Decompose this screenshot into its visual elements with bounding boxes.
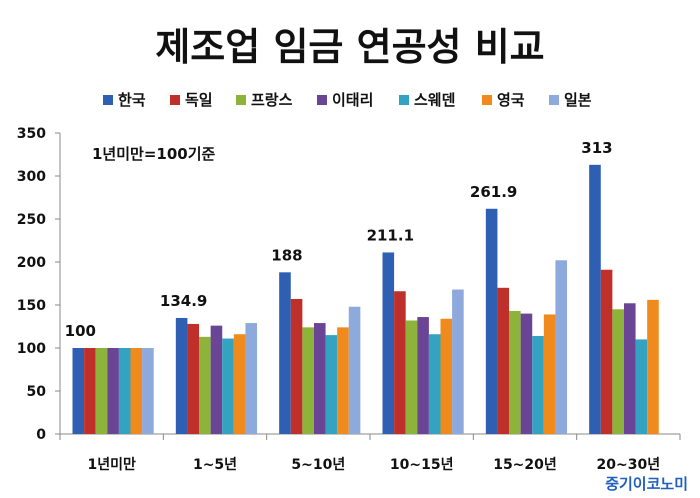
chart-title: 제조업 임금 연공성 비교	[155, 25, 544, 69]
legend-swatch	[549, 95, 559, 105]
bar	[290, 298, 303, 434]
legend-label: 프랑스	[251, 91, 293, 109]
bar	[142, 348, 154, 434]
y-tick-label: 150	[17, 298, 46, 314]
x-tick-label: 1~5년	[193, 457, 237, 473]
bar	[130, 348, 143, 434]
bar	[509, 311, 521, 434]
watermark-logo: 중기이코노미	[605, 475, 688, 493]
bar	[210, 325, 223, 434]
data-label: 313	[581, 139, 612, 157]
bar	[497, 287, 510, 434]
axes: 0 50 100 150 200 250 300 350 1년미만 1~5년 5~10년 10~15년…	[17, 126, 681, 473]
bar	[635, 339, 648, 434]
bar	[84, 348, 96, 434]
y-tick-label: 300	[17, 169, 46, 185]
bar	[222, 338, 234, 434]
bar	[405, 320, 418, 434]
bar	[612, 309, 624, 434]
data-label: 100	[65, 322, 96, 340]
legend-swatch	[170, 95, 180, 105]
legend-swatch	[236, 95, 246, 105]
y-tick-label: 350	[17, 126, 46, 142]
bars	[72, 164, 659, 434]
bar	[485, 208, 498, 434]
bar	[417, 317, 429, 434]
legend-label: 스웨덴	[414, 91, 455, 109]
legend-swatch	[103, 95, 113, 105]
bar	[589, 164, 601, 434]
bar	[107, 348, 119, 434]
y-tick-label: 250	[17, 212, 46, 228]
bar	[199, 336, 211, 434]
legend: 한국 독일 프랑스 이태리 스웨덴 영국 일본	[103, 91, 592, 109]
chart-annotation: 1년미만=100기준	[92, 145, 216, 163]
x-tick-label: 10~15년	[390, 457, 454, 473]
legend-swatch	[399, 95, 409, 105]
bar	[233, 334, 246, 434]
bar	[187, 323, 200, 434]
legend-label: 영국	[497, 91, 525, 109]
bar	[440, 318, 453, 434]
bar	[337, 327, 349, 434]
bar	[428, 334, 441, 434]
y-tick-label: 0	[36, 427, 46, 443]
bar	[520, 313, 533, 434]
legend-label: 일본	[564, 91, 592, 109]
bar	[532, 335, 544, 434]
bar	[245, 323, 258, 434]
y-tick-label: 50	[27, 384, 47, 400]
data-labels: 100 134.9 188 211.1 261.9 313	[65, 139, 613, 340]
bar	[348, 306, 361, 434]
bar	[382, 252, 395, 434]
bar	[623, 303, 636, 434]
data-label: 134.9	[160, 292, 207, 310]
bar	[647, 299, 659, 434]
bar	[555, 260, 568, 434]
y-tick-label: 200	[17, 255, 46, 271]
legend-swatch	[317, 95, 327, 105]
bar	[325, 335, 338, 434]
bar	[313, 323, 326, 434]
legend-swatch	[482, 95, 492, 105]
bar	[72, 348, 85, 434]
bar	[118, 348, 131, 434]
x-tick-label: 5~10년	[291, 457, 345, 473]
bar	[279, 272, 291, 434]
legend-label: 독일	[185, 91, 213, 109]
x-tick-label: 20~30년	[597, 457, 661, 473]
bar	[543, 314, 556, 434]
data-label: 211.1	[367, 226, 414, 244]
bar	[302, 327, 314, 434]
x-tick-label: 1년미만	[87, 457, 136, 473]
legend-label: 이태리	[332, 91, 373, 109]
bar	[452, 289, 464, 434]
x-tick-label: 15~20년	[493, 457, 557, 473]
bar	[600, 269, 613, 434]
bar	[175, 317, 188, 434]
data-label: 261.9	[470, 183, 517, 201]
y-tick-label: 100	[17, 341, 46, 357]
legend-label: 한국	[118, 91, 146, 109]
data-label: 188	[271, 246, 302, 264]
bar	[95, 348, 108, 434]
bar	[394, 291, 406, 434]
